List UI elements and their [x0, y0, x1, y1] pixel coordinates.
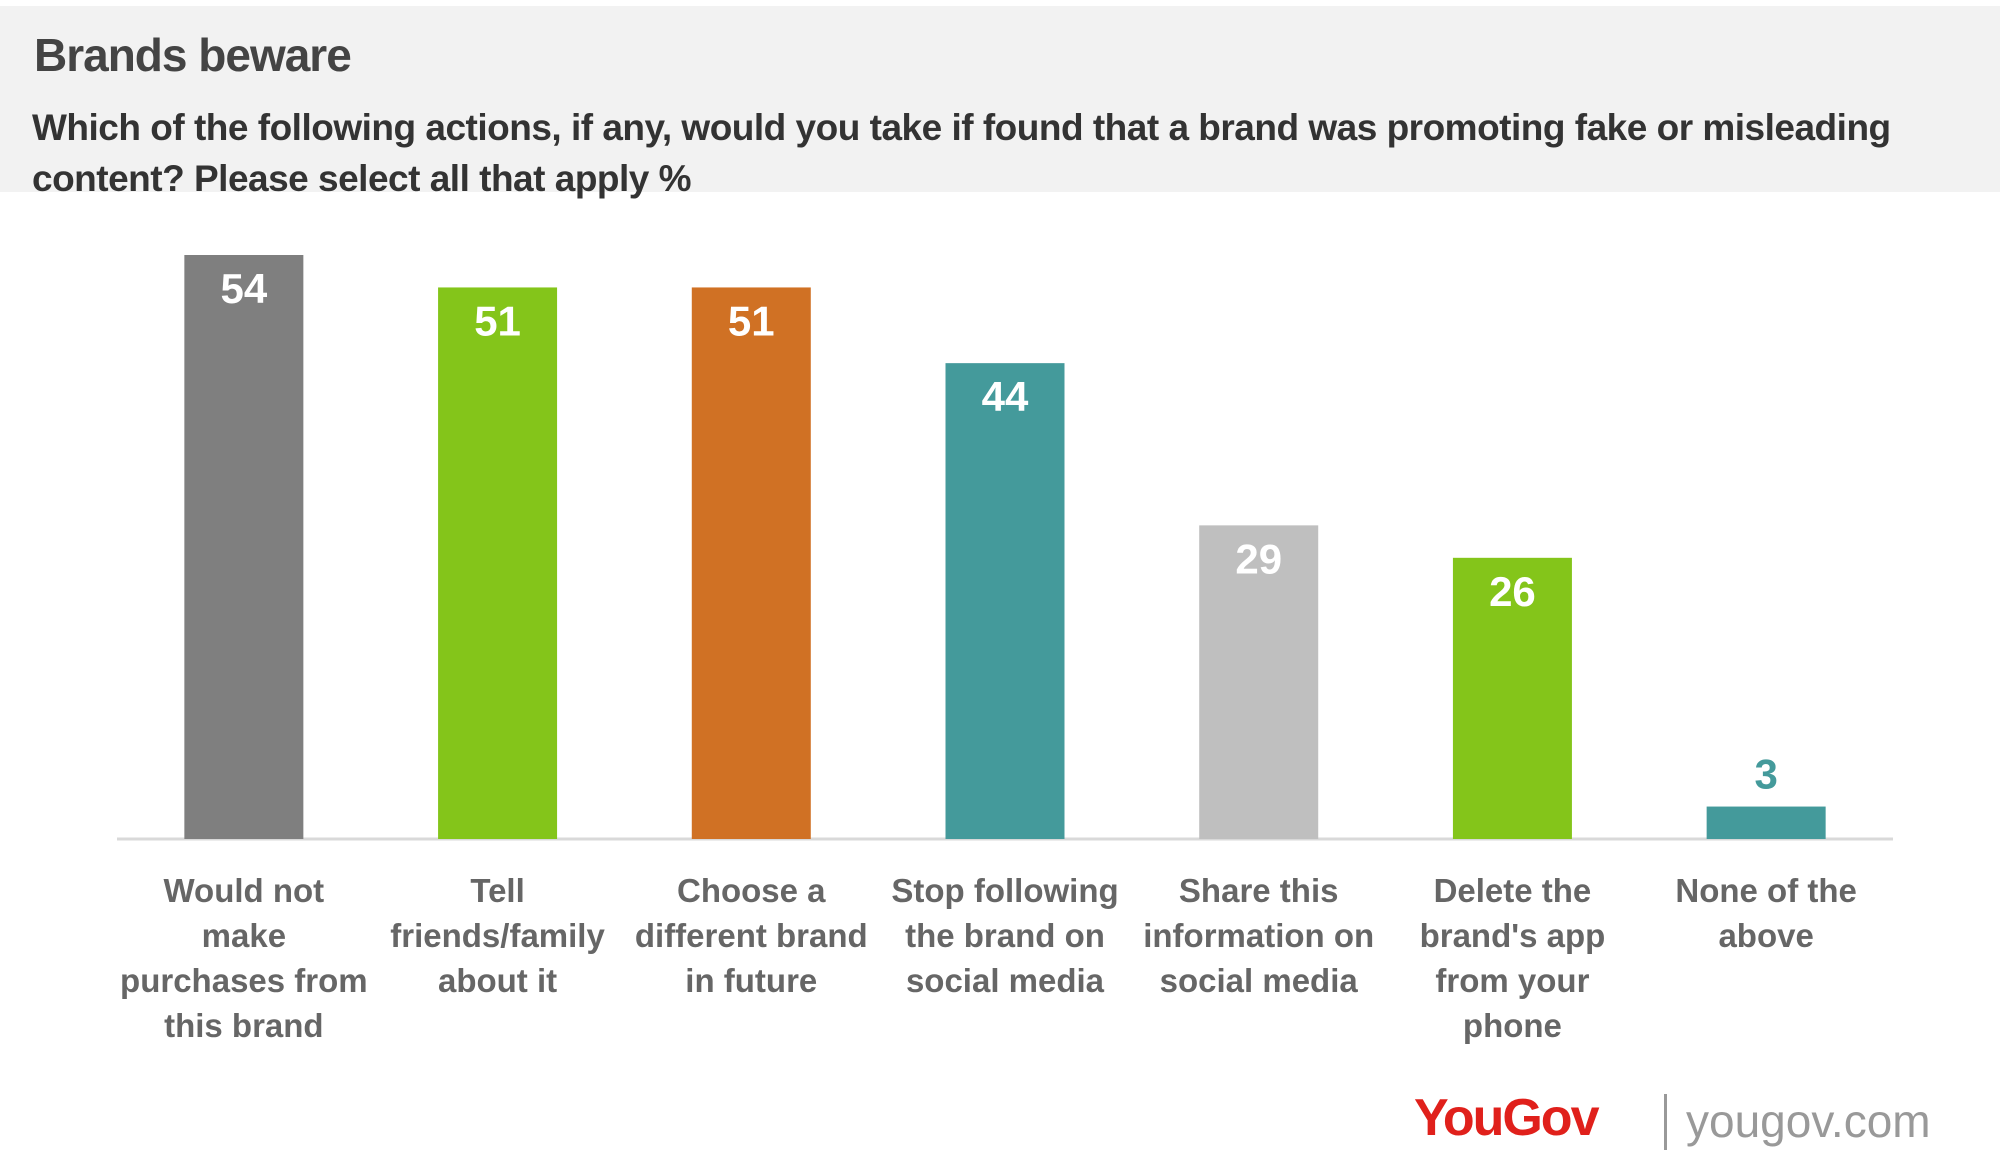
value-label: 26 [1489, 568, 1536, 615]
bar [691, 287, 811, 839]
value-label: 29 [1235, 535, 1282, 582]
separator [1664, 1094, 1667, 1150]
x-tick-label: Delete the brand's app from your phone [1419, 872, 1606, 1044]
value-label: 3 [1754, 751, 1777, 798]
header-band: Brands beware Which of the following act… [0, 6, 2000, 199]
bar [945, 363, 1065, 839]
bar [1199, 525, 1319, 839]
x-tick-label: None of the above [1675, 872, 1857, 954]
logo: YouGov [1414, 1089, 1599, 1147]
bar [184, 255, 304, 839]
value-label: 51 [474, 297, 521, 344]
site-url: yougov.com [1686, 1095, 1931, 1147]
chart-subtitle: Which of the following actions, if any, … [32, 107, 1891, 199]
chart-title: Brands beware [34, 29, 352, 81]
value-label: 44 [982, 373, 1029, 420]
x-tick-label: Stop following the brand on social media [891, 872, 1119, 999]
bar [438, 287, 558, 839]
x-tick-label: Tell friends/family about it [390, 872, 605, 999]
bar [1706, 806, 1826, 839]
x-tick-label: Share this information on social media [1143, 872, 1375, 999]
x-tick-label: Would not make purchases from this brand [120, 872, 368, 1044]
x-tick-label: Choose a different brand in future [634, 872, 868, 999]
value-label: 54 [220, 265, 267, 312]
bar [1452, 557, 1572, 839]
value-label: 51 [728, 297, 775, 344]
